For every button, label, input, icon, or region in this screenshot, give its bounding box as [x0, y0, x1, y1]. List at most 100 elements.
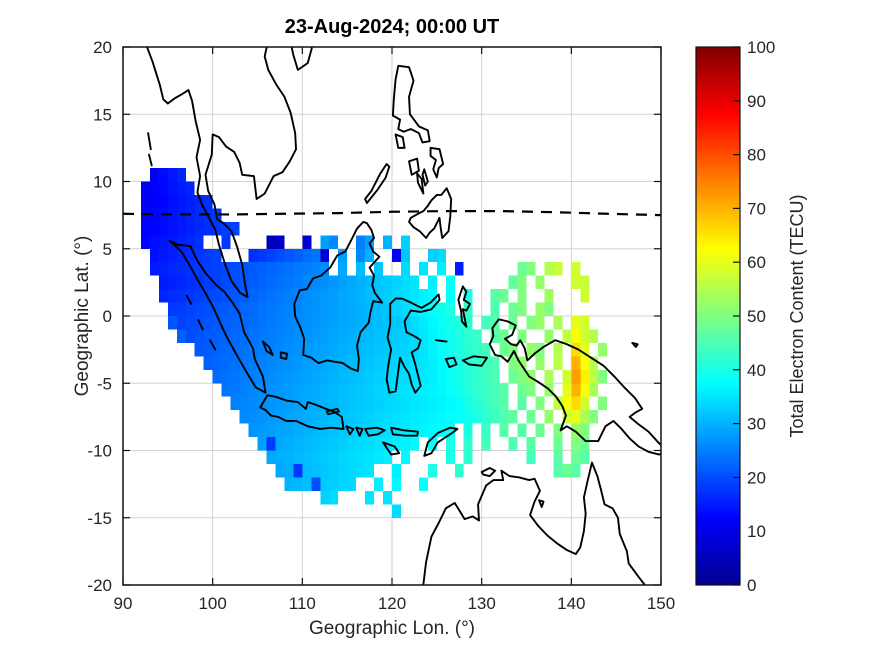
tec-cell: [454, 463, 464, 478]
tec-cell: [409, 316, 419, 330]
tec-cell: [580, 423, 590, 438]
tec-cell: [436, 410, 446, 424]
tec-cell: [427, 369, 437, 384]
coastline-panay: [408, 157, 420, 176]
tec-cell: [320, 437, 330, 451]
tec-cell: [275, 302, 285, 316]
tec-cell: [320, 410, 330, 424]
tec-cell: [526, 342, 536, 357]
tec-cell: [535, 275, 545, 290]
tec-cell: [356, 329, 366, 343]
tec-cell: [374, 477, 384, 491]
tec-cell: [212, 356, 222, 370]
tec-cell: [365, 463, 375, 478]
tec-cell: [454, 410, 464, 424]
tec-cell: [517, 302, 527, 316]
dip-equator-line: [123, 209, 661, 217]
tec-cell: [185, 289, 195, 303]
tec-cell: [275, 275, 285, 290]
tec-cell: [517, 369, 527, 384]
tec-cell: [266, 316, 276, 330]
tec-cell: [400, 356, 410, 370]
tec-cell: [302, 262, 312, 276]
tec-cell: [320, 302, 330, 316]
tec-cell: [589, 356, 599, 370]
tec-cell: [257, 356, 267, 370]
tec-cell: [275, 289, 285, 303]
tec-cell: [329, 490, 339, 505]
tec-cell: [481, 369, 491, 384]
tec-cell: [347, 329, 357, 343]
tec-cell: [248, 302, 258, 316]
tec-cell: [365, 356, 375, 370]
y-tick-label: 15: [93, 105, 112, 124]
tec-cell: [347, 316, 357, 330]
tec-cell: [562, 463, 572, 478]
tec-cell: [463, 383, 473, 397]
tec-cell: [365, 437, 375, 451]
tec-cell: [463, 369, 473, 384]
tec-cell: [553, 396, 563, 411]
tec-cell: [266, 437, 276, 451]
tec-cell: [535, 396, 545, 411]
tec-cell: [445, 275, 455, 290]
tec-cell: [293, 423, 303, 438]
tec-cell: [167, 221, 177, 236]
tec-cell: [392, 316, 401, 330]
tec-cell: [383, 275, 392, 290]
tec-cell: [185, 275, 195, 290]
tec-cell: [418, 410, 428, 424]
tec-cell: [302, 450, 312, 464]
tec-cell: [266, 248, 276, 263]
tec-cell: [400, 289, 410, 303]
tec-cell: [383, 235, 392, 249]
tec-cell: [400, 450, 410, 464]
tec-cell: [535, 356, 545, 370]
tec-cell: [167, 248, 177, 263]
tec-cell: [392, 369, 401, 384]
tec-cell: [338, 477, 348, 491]
tec-cell: [499, 423, 509, 438]
coastline-mindoro: [394, 133, 406, 149]
tec-cell: [311, 316, 321, 330]
tec-cell: [275, 248, 285, 263]
tec-cell: [284, 262, 294, 276]
tec-cell: [149, 194, 159, 209]
tec-cell: [284, 356, 294, 370]
tec-cell: [293, 463, 303, 478]
tec-cell: [436, 396, 446, 411]
tec-cell: [400, 437, 410, 451]
tec-cell: [275, 316, 285, 330]
tec-cell: [571, 262, 581, 276]
tec-cell: [302, 235, 312, 249]
tec-cell: [275, 396, 285, 411]
tec-cell: [320, 463, 330, 478]
tec-cell: [158, 168, 168, 182]
tec-cell: [311, 248, 321, 263]
y-tick-label: -15: [87, 509, 112, 528]
tec-cell: [517, 329, 527, 343]
colorbar-tick-label: 60: [747, 253, 766, 272]
tec-cell: [284, 450, 294, 464]
tec-cell: [445, 396, 455, 411]
colorbar-tick-label: 10: [747, 522, 766, 541]
tec-cell: [436, 423, 446, 438]
tec-cell: [329, 396, 339, 411]
tec-cell: [427, 248, 437, 263]
tec-cell: [248, 316, 258, 330]
colorbar-tick-label: 0: [747, 576, 756, 595]
tec-cell: [320, 383, 330, 397]
tec-cell: [311, 342, 321, 357]
tec-cell: [427, 275, 437, 290]
tec-cell: [347, 396, 357, 411]
tec-cell: [149, 208, 159, 222]
tec-cell: [508, 356, 518, 370]
tec-cell: [158, 221, 168, 236]
tec-cell: [409, 369, 419, 384]
tec-cell: [293, 262, 303, 276]
tec-cell: [400, 396, 410, 411]
tec-cell: [329, 302, 339, 316]
tec-cell: [356, 383, 366, 397]
tec-cell: [383, 423, 392, 438]
tec-cell: [311, 289, 321, 303]
